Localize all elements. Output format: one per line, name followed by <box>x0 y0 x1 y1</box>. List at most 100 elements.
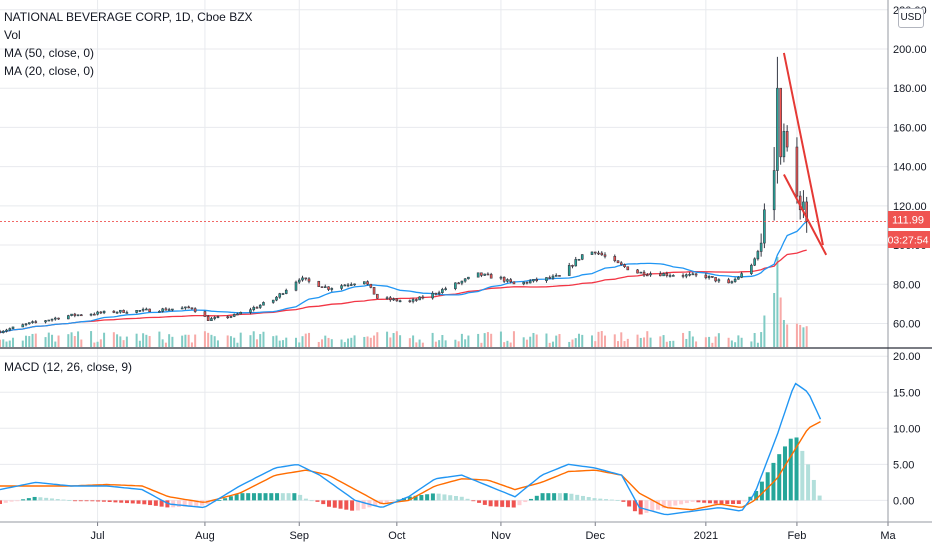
candle-body <box>275 296 278 301</box>
candle-body <box>180 307 184 310</box>
volume-bar <box>737 335 740 347</box>
candle-body <box>349 284 353 286</box>
macd-histogram-bar <box>650 500 655 512</box>
macd-histogram-bar <box>373 500 378 506</box>
candle-body <box>480 272 483 276</box>
candle-body <box>343 284 347 287</box>
candle-body <box>278 293 282 298</box>
macd-histogram-bar <box>84 500 89 502</box>
macd-histogram-bar <box>494 500 499 507</box>
ma50-legend[interactable]: MA (50, close, 0) <box>4 46 95 60</box>
macd-histogram-bar <box>442 494 447 501</box>
candle <box>711 276 714 278</box>
macd-histogram-bar <box>586 497 591 501</box>
volume-bar <box>125 336 128 347</box>
candle <box>737 276 740 280</box>
volume-bar <box>623 341 626 347</box>
volume-bar <box>145 334 148 347</box>
macd-legend[interactable]: MACD (12, 26, close, 9) <box>4 360 133 374</box>
volume-legend[interactable]: Vol <box>4 28 21 42</box>
macd-histogram-bar <box>338 500 343 509</box>
volume-bar <box>321 339 324 347</box>
volume-bar <box>353 335 356 347</box>
candle <box>158 310 161 313</box>
macd-histogram-bar <box>563 493 568 501</box>
volume-bar <box>457 341 460 347</box>
volume-bar <box>207 332 210 347</box>
candle <box>145 307 148 311</box>
candle-body <box>366 281 369 285</box>
macd-histogram-bar <box>436 493 441 501</box>
candle-body <box>662 273 665 277</box>
macd-histogram-bar <box>234 494 239 501</box>
macd-histogram-bar <box>673 500 678 506</box>
candle <box>102 310 106 315</box>
macd-histogram-bar <box>240 493 245 501</box>
macd-histogram-bar <box>534 495 539 501</box>
price-tick-label: 120.00 <box>893 201 927 213</box>
macd-histogram-bar <box>777 454 782 501</box>
candle <box>707 275 711 280</box>
volume-bar <box>399 335 402 347</box>
volume-bar <box>112 332 115 347</box>
volume-bar <box>577 333 580 347</box>
trendline[interactable] <box>782 52 824 246</box>
volume-bar <box>34 333 37 347</box>
candle <box>574 256 578 267</box>
last-price-badge <box>888 211 930 228</box>
volume-bar <box>412 335 415 347</box>
candle <box>135 310 138 314</box>
candle <box>385 296 389 300</box>
candle <box>444 286 447 291</box>
candle-body <box>454 282 457 289</box>
candle-body <box>24 323 28 326</box>
volume-bar <box>80 339 83 347</box>
candle-body <box>148 308 151 313</box>
macd-histogram-bar <box>396 499 401 501</box>
candle <box>161 307 164 313</box>
ma20-line <box>0 220 808 334</box>
candle-body <box>67 315 70 320</box>
candle <box>623 263 626 268</box>
volume-bar <box>93 342 96 347</box>
candle-body <box>112 310 116 313</box>
trendline[interactable] <box>783 174 828 256</box>
macd-histogram-bar <box>592 498 597 501</box>
candle <box>389 295 392 302</box>
candle-body <box>421 296 425 299</box>
volume-bar <box>467 335 470 347</box>
macd-histogram-bar <box>598 498 603 501</box>
macd-histogram-bar <box>806 464 811 501</box>
drawing-annotations[interactable] <box>0 52 888 256</box>
price-tick-label: 200.00 <box>893 44 927 56</box>
macd-histogram-bar <box>223 498 228 501</box>
candle-body <box>489 274 493 279</box>
candle <box>125 310 129 314</box>
candle <box>785 125 789 152</box>
volume-bar <box>421 342 424 347</box>
candle-body <box>1 330 5 333</box>
time-tick-label: Oct <box>388 530 405 542</box>
candle-body <box>694 273 698 276</box>
volume-bar <box>301 336 304 347</box>
candle-body <box>249 309 252 313</box>
volume-bar <box>486 332 489 347</box>
ma20-legend[interactable]: MA (20, close, 0) <box>4 64 95 78</box>
last-price-label: 111.99 <box>892 215 924 227</box>
candle <box>24 323 28 327</box>
time-tick-label: Jul <box>91 530 105 542</box>
time-tick-label: Feb <box>787 530 806 542</box>
candle-body <box>340 285 343 289</box>
volume-bar <box>535 334 538 347</box>
candle <box>115 311 119 314</box>
candle <box>619 261 623 266</box>
macd-histogram-bar <box>3 500 8 503</box>
currency-button[interactable]: USD <box>898 8 924 28</box>
candle <box>346 283 350 288</box>
candle <box>454 282 457 291</box>
candle <box>460 280 464 286</box>
candle <box>76 314 80 317</box>
candle-body <box>512 281 516 285</box>
